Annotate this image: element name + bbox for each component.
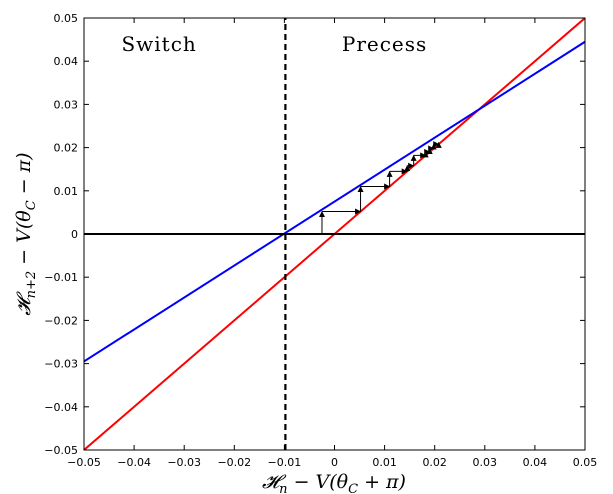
region-label-switch: Switch [121, 32, 196, 56]
y-tick-label: −0.04 [44, 401, 78, 414]
series-layer [84, 18, 585, 450]
x-tick-label: −0.03 [167, 456, 201, 469]
x-axis-label: 𝓗n − V(θC + π) [262, 471, 406, 494]
x-tick-label: 0.02 [422, 456, 447, 469]
x-tick-label: −0.05 [67, 456, 101, 469]
x-tick-label: −0.01 [268, 456, 302, 469]
y-tick-label: −0.03 [44, 358, 78, 371]
y-tick-label: 0.03 [54, 98, 79, 111]
x-tick-label: 0.04 [523, 456, 548, 469]
series-line-1 [84, 40, 585, 363]
x-tick-label: 0.03 [473, 456, 498, 469]
region-label-precess: Precess [342, 32, 427, 56]
y-tick-label: 0.01 [54, 185, 79, 198]
y-tick-label: 0.05 [54, 12, 79, 25]
y-tick-label: −0.01 [44, 271, 78, 284]
x-tick-label: 0 [331, 456, 338, 469]
region-labels: Switch Precess [121, 32, 427, 56]
x-tick-label: 0.01 [372, 456, 397, 469]
cobweb-layer [318, 141, 442, 234]
y-tick-label: 0.04 [54, 55, 79, 68]
ticks-layer: −0.05 −0.04 −0.03 −0.02 −0.01 0 0.01 0.02 0.03 0.… [44, 12, 597, 469]
y-tick-label: −0.02 [44, 314, 78, 327]
x-tick-label: −0.04 [117, 456, 151, 469]
y-tick-label: −0.05 [44, 444, 78, 457]
y-tick-label: 0 [71, 228, 78, 241]
y-axis-label: 𝓗n+2 − V(θC − π) [13, 152, 39, 315]
y-tick-label: 0.02 [54, 142, 79, 155]
x-tick-label: 0.05 [573, 456, 598, 469]
x-tick-label: −0.02 [217, 456, 251, 469]
